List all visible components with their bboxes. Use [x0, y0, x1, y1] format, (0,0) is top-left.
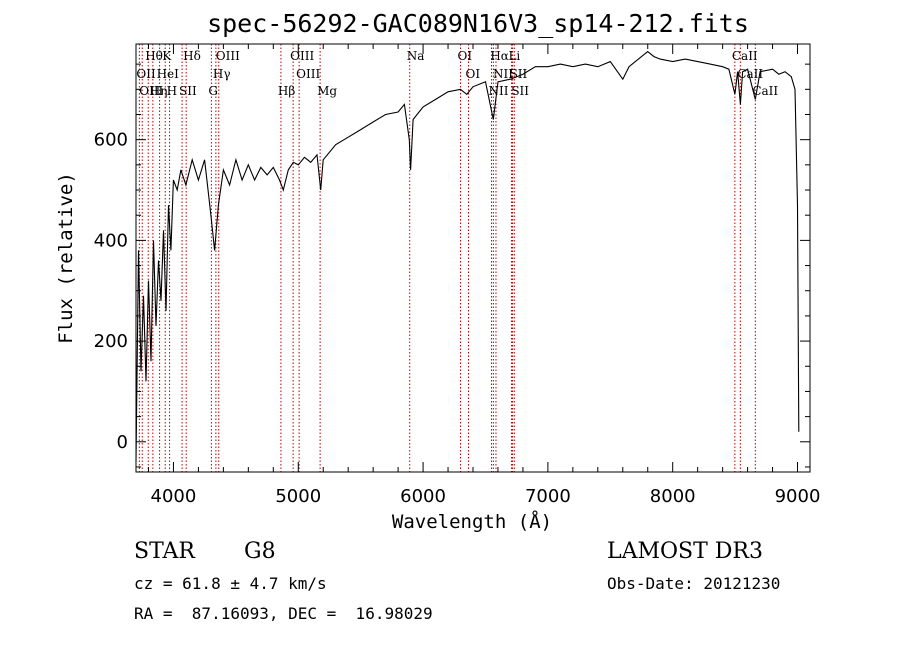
spectral-line-label: Hβ [278, 84, 295, 98]
x-tick-label: 8000 [650, 486, 696, 507]
x-tick-label: 9000 [775, 486, 821, 507]
spectral-line-label: NII [493, 67, 513, 81]
spectral-line-label: OIII [216, 49, 240, 63]
spectral-line-label: Hθ [145, 49, 163, 63]
spectral-line-label: Na [407, 49, 425, 63]
spectral-line-label: Hη [150, 84, 168, 98]
y-tick-label: 200 [94, 331, 128, 352]
spectrum-trace [135, 50, 800, 462]
x-tick-label: 4000 [151, 486, 197, 507]
x-tick-label: 7000 [525, 486, 571, 507]
spectral-line-label: OIII [290, 49, 314, 63]
y-tick-label: 600 [94, 130, 128, 151]
spectral-line-label: SII [511, 84, 529, 98]
y-tick-label: 0 [117, 432, 128, 453]
spectral-lines [138, 44, 756, 472]
spectral-line-label: CaII [752, 84, 778, 98]
spectral-line-label: OIII [139, 84, 163, 98]
x-axis-label: Wavelength (Å) [392, 510, 552, 533]
x-axis-ticks: 4000 5000 6000 7000 8000 9000 [147, 44, 821, 507]
spectral-line-label: OI [458, 49, 473, 63]
obs-date-text: Obs-Date: 20121230 [607, 574, 781, 593]
spectral-line-label: Mg [317, 84, 337, 98]
plot-frame [135, 43, 811, 473]
object-class: STAR [134, 539, 195, 564]
x-tick-label: 5000 [275, 486, 321, 507]
spectral-line-label: SII [179, 84, 197, 98]
y-tick-label: 400 [94, 230, 128, 251]
spectral-line-label: G [208, 84, 218, 98]
spectral-line-label: OIII [296, 67, 320, 81]
spectral-line-label: H [167, 84, 177, 98]
spectral-line-label: NII [488, 84, 508, 98]
y-axis-label: Flux (relative) [55, 172, 77, 344]
redshift-text: cz = 61.8 ± 4.7 km/s [134, 574, 327, 593]
object-subclass: G8 [244, 539, 276, 564]
x-tick-label: 6000 [400, 486, 446, 507]
survey-name: LAMOST DR3 [607, 539, 763, 564]
spectral-line-label: Hγ [213, 67, 231, 81]
chart-title: spec-56292-GAC089N16V3_sp14-212.fits [207, 9, 749, 38]
spectral-line-label: OII [136, 67, 156, 81]
coordinates-text: RA = 87.16093, DEC = 16.98029 [134, 604, 433, 623]
y-axis-ticks: 0 200 400 600 [94, 63, 810, 468]
spectral-line-label: Li [508, 49, 520, 63]
spectral-line-label: OI [466, 67, 481, 81]
spectral-line-label: K [162, 49, 172, 63]
spectral-line-label: Hδ [183, 49, 201, 63]
spectral-line-label: HeI [157, 67, 180, 81]
spectral-line-label: CaII [732, 49, 758, 63]
spectral-line-label: Hα [490, 49, 509, 63]
